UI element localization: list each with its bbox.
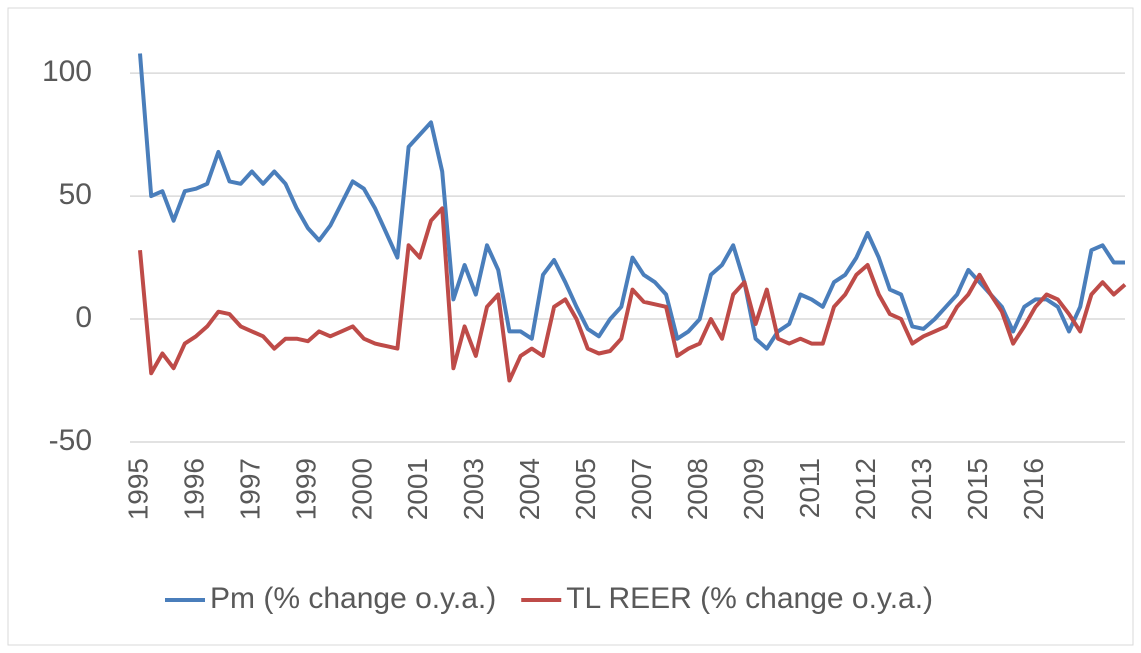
x-tick-label: 2008 (682, 458, 713, 520)
x-tick-label: 2012 (850, 458, 881, 520)
x-tick-label: 1996 (178, 458, 209, 520)
x-tick-label: 2005 (570, 458, 601, 520)
x-tick-label: 2015 (962, 458, 993, 520)
legend-label: Pm (% change o.y.a.) (210, 582, 496, 615)
x-tick-label: 2001 (402, 458, 433, 520)
x-tick-label: 1995 (122, 458, 153, 520)
x-tick-label: 2007 (626, 458, 657, 520)
x-tick-label: 1999 (290, 458, 321, 520)
y-tick-label: 50 (59, 178, 92, 211)
chart-frame (7, 7, 1134, 646)
x-tick-label: 1997 (234, 458, 265, 520)
x-tick-label: 2011 (794, 458, 825, 518)
x-tick-label: 2016 (1018, 458, 1049, 520)
series-line (138, 206, 1127, 383)
y-tick-label: 100 (42, 55, 92, 88)
x-tick-label: 2009 (738, 458, 769, 520)
x-tick-label: 2004 (514, 458, 545, 520)
y-tick-label: 0 (75, 301, 92, 334)
series-line (138, 53, 1125, 351)
x-tick-label: 2000 (346, 458, 377, 520)
y-tick-label: -50 (49, 424, 92, 457)
x-tick-label: 2003 (458, 458, 489, 520)
x-tick-label: 2013 (906, 458, 937, 520)
legend-label: TL REER (% change o.y.a.) (566, 582, 933, 615)
